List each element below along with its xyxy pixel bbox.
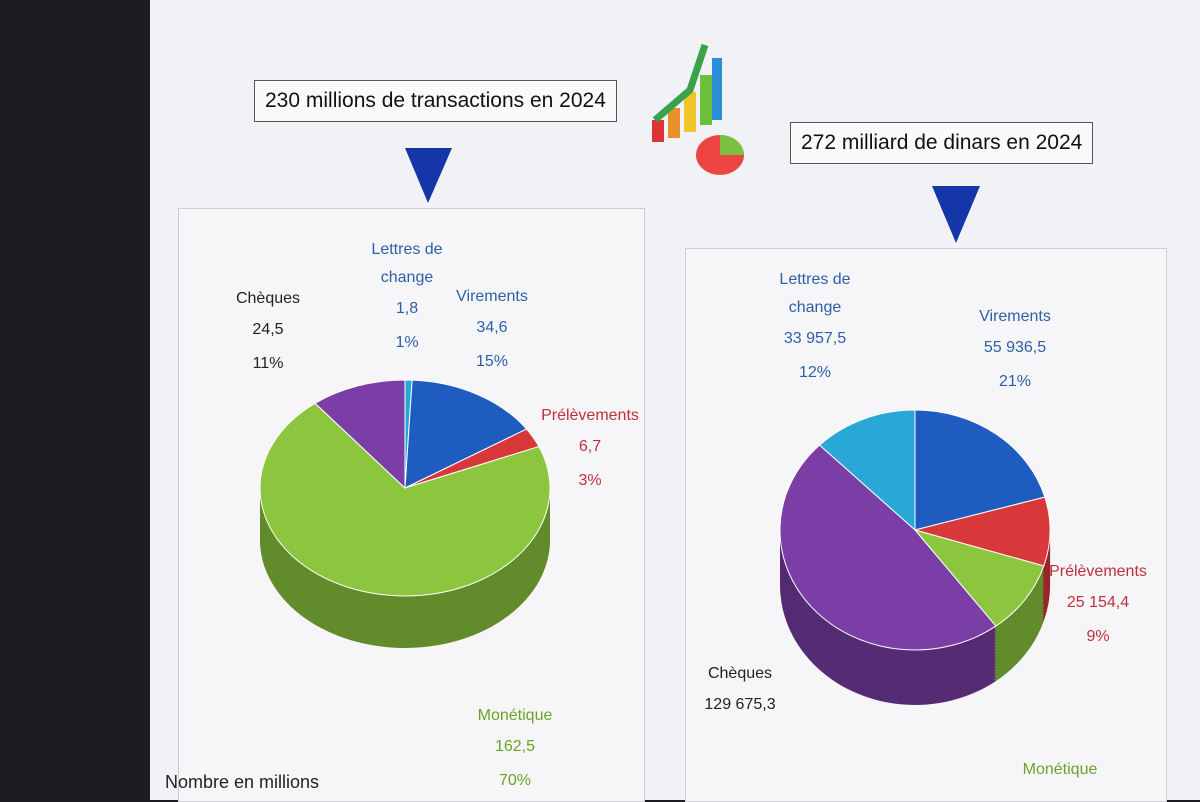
value-label: 162,5 [494, 738, 536, 755]
chart-title: 230 millions de transactions en 2024 [254, 80, 617, 122]
pie-slice [314, 379, 406, 490]
slice-label: Chèques 129 675,3 [680, 660, 800, 722]
value-label: 55 936,5 [983, 339, 1047, 356]
pie-slice [779, 444, 997, 651]
category-label: Prélèvements [1049, 563, 1147, 580]
pie-slice [913, 529, 1045, 627]
category-label: Virements [456, 288, 528, 305]
share-label: 1% [395, 334, 419, 351]
value-label: 24,5 [252, 321, 284, 338]
value-label: 34,6 [476, 319, 508, 336]
chart-note: Nombre en millions [165, 772, 320, 792]
chart-title: 272 milliard de dinars en 2024 [790, 122, 1094, 164]
category-label: Virements [979, 308, 1051, 325]
category-label: Chèques [707, 665, 773, 682]
slice-label: Monétique [1000, 756, 1120, 784]
share-label: 9% [1086, 628, 1110, 645]
pie-slice [259, 402, 551, 597]
value-label: 129 675,3 [704, 696, 776, 713]
slice-label: Prélèvements 25 154,4 9% [1038, 558, 1158, 654]
category-label: Prélèvements [541, 407, 639, 424]
arrow [405, 148, 452, 203]
slice-label: Lettres de change 33 957,5 12% [755, 266, 875, 390]
category-label: Monétique [477, 707, 553, 724]
category-label: Lettres de change [779, 271, 851, 316]
share-label: 15% [475, 353, 509, 370]
category-label: Monétique [1022, 761, 1098, 778]
category-label: Chèques [235, 290, 301, 307]
value-label: 6,7 [578, 438, 602, 455]
slice-label: Prélèvements 6,7 3% [530, 402, 650, 498]
slice-label: Virements 55 936,5 21% [955, 303, 1075, 399]
value-label: 33 957,5 [783, 330, 847, 347]
slice-label: Lettres de change 1,8 1% [347, 236, 467, 360]
pie-slice [914, 409, 1046, 531]
slice-label: Virements 34,6 15% [432, 283, 552, 379]
share-label: 70% [498, 772, 532, 789]
value-label: 25 154,4 [1066, 594, 1130, 611]
share-label: 12% [798, 364, 832, 381]
pie-slice [913, 496, 1051, 567]
slice-label: Chèques 24,5 11% [208, 285, 328, 381]
category-label: Lettres de change [371, 241, 443, 286]
slice-label: Monétique 162,5 70% [455, 702, 575, 798]
share-label: 21% [998, 373, 1032, 390]
pie-slice [818, 409, 916, 532]
arrow [932, 186, 980, 243]
chart-icon [652, 43, 744, 175]
share-label: 11% [252, 355, 284, 372]
value-label: 1,8 [395, 300, 419, 317]
share-label: 3% [578, 472, 602, 489]
pie-slice [404, 379, 528, 489]
